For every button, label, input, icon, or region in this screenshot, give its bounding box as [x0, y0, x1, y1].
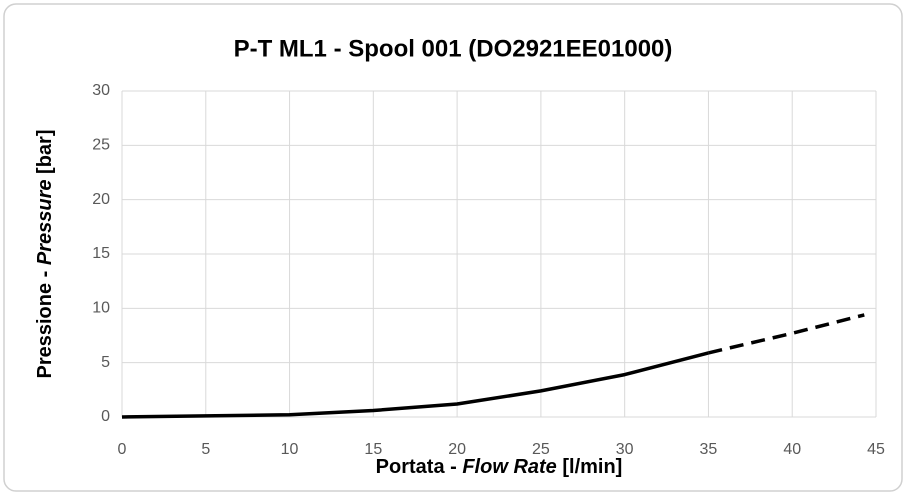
y-label-part: [bar]	[34, 129, 56, 179]
y-tick-label: 20	[92, 191, 110, 208]
x-label-part: Flow Rate	[462, 456, 556, 478]
x-tick-label: 5	[201, 441, 210, 458]
x-label-part: [l/min]	[557, 456, 623, 478]
x-tick-label: 20	[448, 441, 466, 458]
y-label-part: Pressione -	[34, 265, 56, 378]
y-axis-label: Pressione - Pressure [bar]	[34, 129, 56, 378]
x-tick-label: 10	[281, 441, 299, 458]
x-tick-label: 15	[364, 441, 382, 458]
line-series	[708, 313, 865, 355]
x-tick-label: 40	[783, 441, 801, 458]
y-tick-label: 30	[92, 82, 110, 99]
x-tick-label: 0	[118, 441, 127, 458]
y-tick-label: 0	[101, 408, 110, 425]
y-tick-label: 25	[92, 137, 110, 154]
chart-title: P-T ML1 - Spool 001 (DO2921EE01000)	[234, 35, 673, 62]
line-series	[121, 351, 709, 419]
y-tick-label: 15	[92, 245, 110, 262]
y-label-part: Pressure	[34, 179, 56, 265]
y-tick-label: 5	[101, 354, 110, 371]
x-tick-label: 25	[532, 441, 550, 458]
y-tick-label: 10	[92, 300, 110, 317]
x-tick-label: 45	[867, 441, 885, 458]
x-tick-label: 30	[616, 441, 634, 458]
x-axis-label: Portata - Flow Rate [l/min]	[376, 456, 623, 478]
x-tick-label: 35	[700, 441, 718, 458]
x-label-part: Portata -	[376, 456, 463, 478]
chart-border	[3, 3, 903, 492]
